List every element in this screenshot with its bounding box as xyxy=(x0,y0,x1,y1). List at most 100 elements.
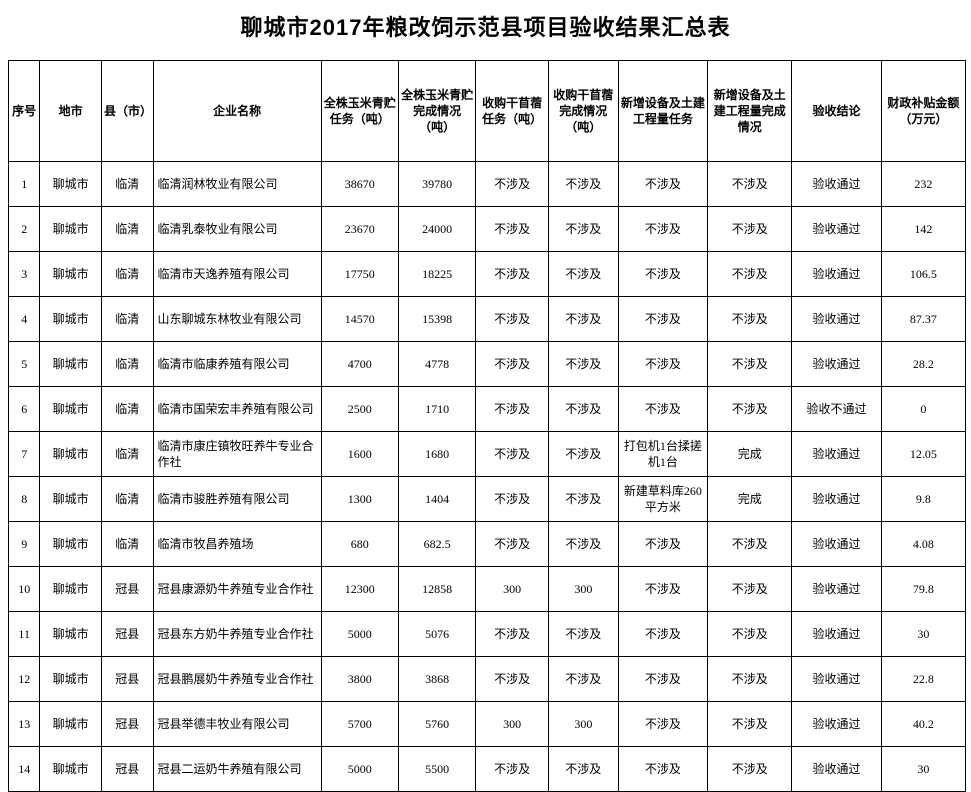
cell-city: 聊城市 xyxy=(40,252,102,297)
cell-county: 冠县 xyxy=(102,702,154,747)
cell-enterprise: 山东聊城东林牧业有限公司 xyxy=(153,297,321,342)
table-row: 9聊城市临清临清市牧昌养殖场680682.5不涉及不涉及不涉及不涉及验收通过4.… xyxy=(9,522,966,567)
cell-hay-done: 不涉及 xyxy=(549,297,618,342)
cell-equip-task: 不涉及 xyxy=(618,702,708,747)
cell-silage-task: 4700 xyxy=(321,342,398,387)
cell-hay-done: 不涉及 xyxy=(549,657,618,702)
cell-silage-task: 5000 xyxy=(321,747,398,792)
cell-equip-task: 不涉及 xyxy=(618,747,708,792)
cell-idx: 8 xyxy=(9,477,40,522)
cell-county: 临清 xyxy=(102,297,154,342)
cell-county: 临清 xyxy=(102,432,154,477)
cell-idx: 10 xyxy=(9,567,40,612)
cell-silage-done: 5760 xyxy=(398,702,475,747)
results-table: 序号 地市 县（市） 企业名称 全株玉米青贮任务（吨） 全株玉米青贮完成情况（吨… xyxy=(8,60,966,792)
cell-result: 验收通过 xyxy=(792,657,882,702)
cell-equip-done: 不涉及 xyxy=(708,522,792,567)
cell-county: 临清 xyxy=(102,342,154,387)
cell-county: 冠县 xyxy=(102,567,154,612)
cell-silage-done: 12858 xyxy=(398,567,475,612)
cell-result: 验收通过 xyxy=(792,432,882,477)
table-row: 10聊城市冠县冠县康源奶牛养殖专业合作社1230012858300300不涉及不… xyxy=(9,567,966,612)
cell-hay-done: 不涉及 xyxy=(549,162,618,207)
table-row: 7聊城市临清临清市康庄镇牧旺养牛专业合作社16001680不涉及不涉及打包机1台… xyxy=(9,432,966,477)
cell-equip-done: 完成 xyxy=(708,432,792,477)
cell-county: 临清 xyxy=(102,162,154,207)
table-row: 14聊城市冠县冠县二运奶牛养殖有限公司50005500不涉及不涉及不涉及不涉及验… xyxy=(9,747,966,792)
cell-hay-done: 不涉及 xyxy=(549,432,618,477)
cell-city: 聊城市 xyxy=(40,162,102,207)
cell-equip-task: 新建草料库260平方米 xyxy=(618,477,708,522)
col-county: 县（市） xyxy=(102,61,154,162)
cell-silage-done: 39780 xyxy=(398,162,475,207)
cell-silage-done: 24000 xyxy=(398,207,475,252)
cell-enterprise: 临清市临康养殖有限公司 xyxy=(153,342,321,387)
cell-silage-task: 17750 xyxy=(321,252,398,297)
cell-result: 验收不通过 xyxy=(792,387,882,432)
cell-silage-task: 14570 xyxy=(321,297,398,342)
cell-county: 临清 xyxy=(102,477,154,522)
table-row: 4聊城市临清山东聊城东林牧业有限公司1457015398不涉及不涉及不涉及不涉及… xyxy=(9,297,966,342)
table-row: 1聊城市临清临清润林牧业有限公司3867039780不涉及不涉及不涉及不涉及验收… xyxy=(9,162,966,207)
cell-silage-done: 1710 xyxy=(398,387,475,432)
cell-enterprise: 冠县康源奶牛养殖专业合作社 xyxy=(153,567,321,612)
cell-silage-done: 682.5 xyxy=(398,522,475,567)
cell-city: 聊城市 xyxy=(40,657,102,702)
cell-subsidy: 30 xyxy=(881,612,965,657)
cell-equip-task: 不涉及 xyxy=(618,387,708,432)
cell-hay-done: 300 xyxy=(549,567,618,612)
cell-hay-task: 不涉及 xyxy=(476,657,549,702)
table-row: 2聊城市临清临清乳泰牧业有限公司2367024000不涉及不涉及不涉及不涉及验收… xyxy=(9,207,966,252)
cell-silage-task: 5700 xyxy=(321,702,398,747)
cell-city: 聊城市 xyxy=(40,522,102,567)
cell-idx: 4 xyxy=(9,297,40,342)
cell-silage-done: 4778 xyxy=(398,342,475,387)
cell-enterprise: 临清市天逸养殖有限公司 xyxy=(153,252,321,297)
cell-hay-done: 不涉及 xyxy=(549,252,618,297)
cell-result: 验收通过 xyxy=(792,252,882,297)
cell-city: 聊城市 xyxy=(40,297,102,342)
cell-city: 聊城市 xyxy=(40,207,102,252)
cell-hay-task: 300 xyxy=(476,567,549,612)
cell-equip-task: 不涉及 xyxy=(618,252,708,297)
cell-hay-task: 300 xyxy=(476,702,549,747)
cell-hay-task: 不涉及 xyxy=(476,432,549,477)
cell-subsidy: 87.37 xyxy=(881,297,965,342)
cell-county: 冠县 xyxy=(102,612,154,657)
cell-silage-task: 23670 xyxy=(321,207,398,252)
cell-subsidy: 9.8 xyxy=(881,477,965,522)
cell-equip-task: 不涉及 xyxy=(618,612,708,657)
cell-equip-task: 不涉及 xyxy=(618,567,708,612)
cell-hay-task: 不涉及 xyxy=(476,747,549,792)
cell-city: 聊城市 xyxy=(40,387,102,432)
cell-result: 验收通过 xyxy=(792,297,882,342)
cell-idx: 13 xyxy=(9,702,40,747)
cell-hay-done: 不涉及 xyxy=(549,522,618,567)
cell-equip-done: 不涉及 xyxy=(708,207,792,252)
cell-city: 聊城市 xyxy=(40,612,102,657)
cell-silage-done: 3868 xyxy=(398,657,475,702)
cell-equip-task: 不涉及 xyxy=(618,297,708,342)
col-silage-task: 全株玉米青贮任务（吨） xyxy=(321,61,398,162)
cell-city: 聊城市 xyxy=(40,342,102,387)
cell-idx: 9 xyxy=(9,522,40,567)
cell-equip-done: 不涉及 xyxy=(708,747,792,792)
cell-equip-done: 不涉及 xyxy=(708,252,792,297)
cell-enterprise: 冠县二运奶牛养殖有限公司 xyxy=(153,747,321,792)
cell-idx: 6 xyxy=(9,387,40,432)
cell-subsidy: 4.08 xyxy=(881,522,965,567)
cell-enterprise: 临清市康庄镇牧旺养牛专业合作社 xyxy=(153,432,321,477)
cell-result: 验收通过 xyxy=(792,702,882,747)
cell-subsidy: 79.8 xyxy=(881,567,965,612)
cell-subsidy: 232 xyxy=(881,162,965,207)
cell-idx: 3 xyxy=(9,252,40,297)
cell-silage-done: 1404 xyxy=(398,477,475,522)
cell-silage-task: 1600 xyxy=(321,432,398,477)
cell-equip-done: 不涉及 xyxy=(708,162,792,207)
col-enterprise: 企业名称 xyxy=(153,61,321,162)
cell-enterprise: 临清市牧昌养殖场 xyxy=(153,522,321,567)
cell-silage-done: 15398 xyxy=(398,297,475,342)
cell-idx: 5 xyxy=(9,342,40,387)
cell-silage-done: 1680 xyxy=(398,432,475,477)
cell-result: 验收通过 xyxy=(792,477,882,522)
